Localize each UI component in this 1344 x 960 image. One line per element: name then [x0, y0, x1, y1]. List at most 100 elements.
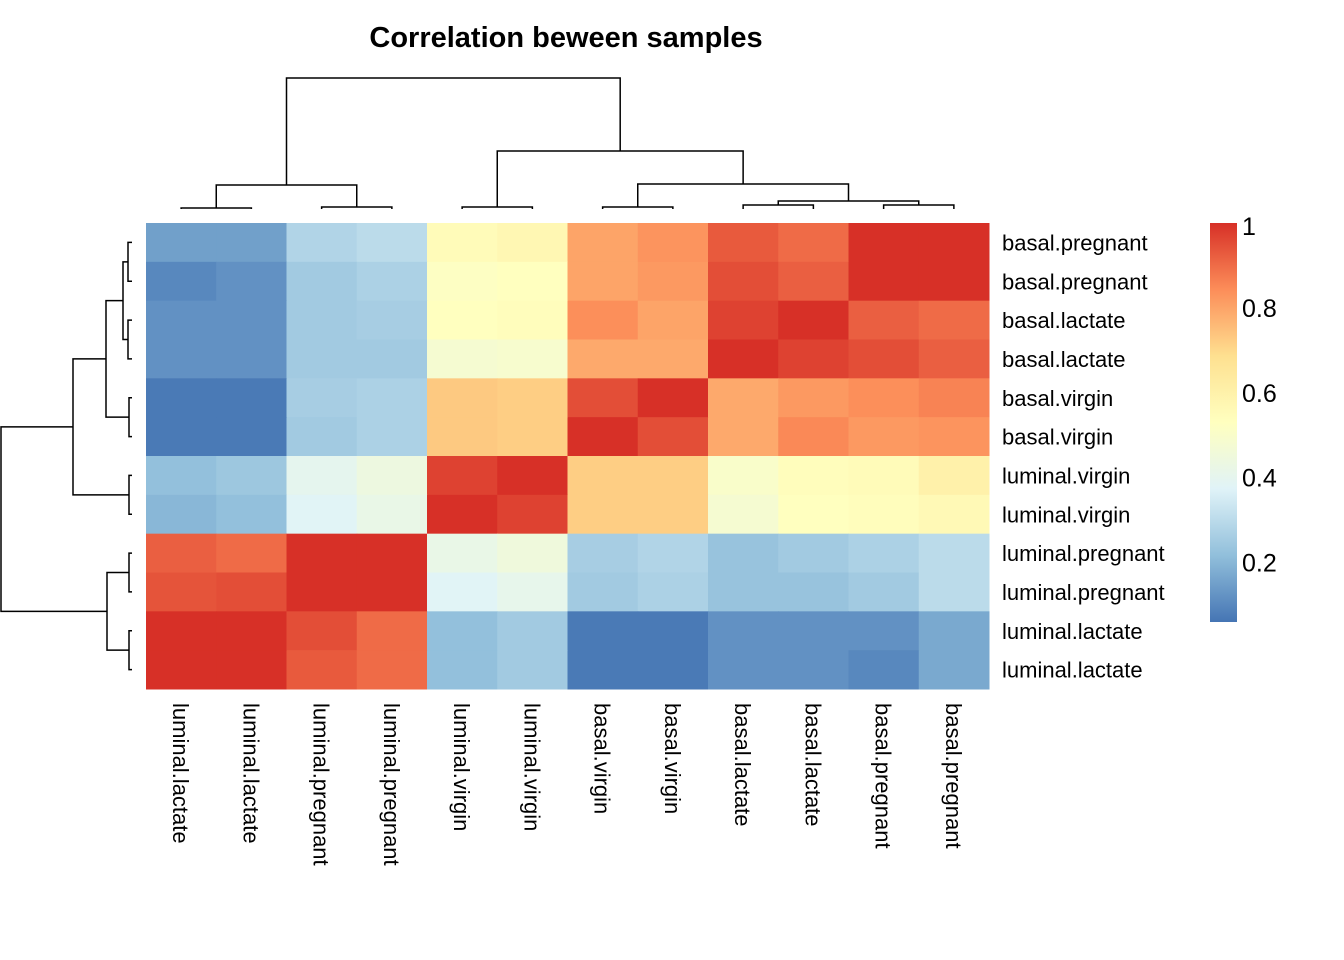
heatmap-cell: [918, 300, 990, 340]
row-dendrogram-branch: [72, 358, 129, 496]
heatmap-cell: [356, 456, 428, 496]
heatmap-cell: [146, 494, 217, 535]
column-label: luminal.pregnant: [309, 703, 334, 866]
row-dendrogram-branch: [0, 426, 107, 613]
row-label: luminal.lactate: [1002, 658, 1143, 683]
heatmap-cell: [567, 378, 639, 418]
heatmap-cell: [637, 339, 709, 379]
heatmap-cell: [216, 456, 287, 496]
column-label: basal.lactate: [800, 703, 825, 827]
heatmap-cell: [216, 611, 287, 651]
heatmap-cell: [356, 611, 428, 651]
heatmap-cell: [778, 300, 849, 340]
heatmap-cell: [497, 456, 568, 496]
column-dendrogram-branch: [180, 207, 253, 209]
column-label: basal.pregnant: [871, 703, 896, 849]
heatmap-cell: [567, 339, 639, 379]
heatmap-cell: [497, 339, 568, 379]
heatmap-cell: [427, 494, 498, 535]
column-dendrogram-branch: [496, 150, 744, 207]
heatmap-cell: [497, 494, 568, 535]
heatmap-cell: [778, 572, 849, 612]
chart-title: Correlation beween samples: [369, 22, 763, 54]
heatmap-cell: [497, 572, 568, 612]
heatmap-cell: [778, 611, 849, 651]
heatmap-cell: [146, 417, 217, 457]
heatmap-cell: [918, 572, 990, 612]
heatmap-cell: [848, 339, 920, 379]
heatmap-cell: [708, 650, 779, 690]
heatmap-cell: [356, 223, 428, 263]
row-dendrogram-branch: [128, 397, 132, 438]
heatmap-cell: [427, 650, 498, 690]
heatmap-cell: [778, 223, 849, 263]
heatmap-cell: [918, 378, 990, 418]
heatmap-cell: [567, 611, 639, 651]
heatmap-cell: [708, 572, 779, 612]
heatmap-cell: [848, 378, 920, 418]
row-label: luminal.pregnant: [1002, 580, 1165, 605]
heatmap-cell: [146, 223, 217, 263]
heatmap-cell: [567, 533, 639, 573]
heatmap-cell: [216, 494, 287, 535]
row-dendrogram-branch: [127, 319, 132, 360]
heatmap-cell: [637, 456, 709, 496]
heatmap-cell: [848, 456, 920, 496]
heatmap-cell: [216, 223, 287, 263]
heatmap-cell: [637, 533, 709, 573]
row-label: basal.pregnant: [1002, 269, 1148, 294]
heatmap-cell: [708, 300, 779, 340]
heatmap-cell: [497, 223, 568, 263]
heatmap-cell: [286, 378, 358, 418]
column-dendrogram-branch: [601, 206, 674, 209]
row-label: basal.lactate: [1002, 347, 1126, 372]
heatmap-cell: [637, 417, 709, 457]
heatmap-cell: [146, 300, 217, 340]
row-label: luminal.lactate: [1002, 619, 1143, 644]
heatmap-cell: [778, 378, 849, 418]
heatmap-cell: [356, 300, 428, 340]
heatmap-cell: [216, 261, 287, 302]
heatmap-cell: [637, 611, 709, 651]
heatmap-cell: [356, 494, 428, 535]
row-label: luminal.virgin: [1002, 463, 1130, 488]
column-label: basal.pregnant: [941, 703, 966, 849]
heatmap-cell: [427, 533, 498, 573]
heatmap-cell: [918, 611, 990, 651]
heatmap-cell: [216, 417, 287, 457]
column-label: luminal.lactate: [238, 703, 263, 844]
heatmap-cell: [427, 611, 498, 651]
heatmap-cell: [216, 378, 287, 418]
heatmap-cell: [848, 300, 920, 340]
heatmap-cell: [497, 378, 568, 418]
heatmap-cell: [146, 533, 217, 573]
heatmap-cell: [427, 456, 498, 496]
heatmap-cell: [356, 339, 428, 379]
heatmap-cell: [497, 533, 568, 573]
heatmap-cell: [356, 417, 428, 457]
heatmap-cell: [356, 572, 428, 612]
heatmap-cell: [778, 339, 849, 379]
heatmap-cell: [497, 611, 568, 651]
heatmap-cell: [567, 300, 639, 340]
heatmap-cell: [848, 572, 920, 612]
row-dendrogram-branch: [128, 630, 132, 671]
column-dendrogram-branch: [320, 206, 393, 209]
heatmap-cell: [637, 572, 709, 612]
heatmap-cell: [708, 611, 779, 651]
heatmap-cell: [497, 300, 568, 340]
row-dendrogram-branch: [128, 552, 132, 593]
heatmap-cell: [918, 223, 990, 263]
heatmap-cell: [708, 456, 779, 496]
heatmap-cell: [146, 650, 217, 690]
row-label: basal.virgin: [1002, 425, 1113, 450]
heatmap-cell: [637, 261, 709, 302]
heatmap-cell: [918, 261, 990, 302]
heatmap-cell: [427, 261, 498, 302]
heatmap-cell: [918, 417, 990, 457]
heatmap-cell: [848, 533, 920, 573]
heatmap-cell: [567, 456, 639, 496]
row-dendrogram-branch: [127, 241, 132, 282]
column-dendrogram-branch: [461, 206, 534, 209]
